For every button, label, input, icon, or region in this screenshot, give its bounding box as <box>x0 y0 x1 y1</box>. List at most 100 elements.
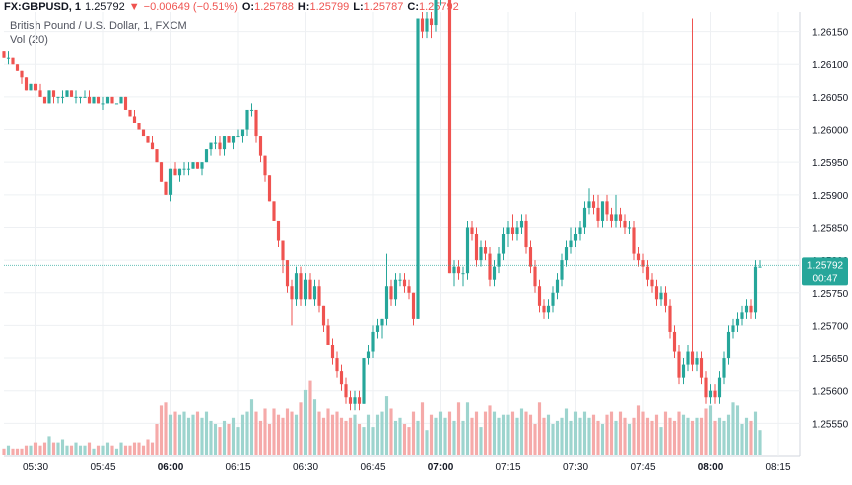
candle <box>267 175 272 202</box>
candle <box>704 377 708 398</box>
candle <box>753 266 758 313</box>
symbol-label[interactable]: FX:GBPUSD, 1 <box>4 1 82 13</box>
candle <box>677 351 681 378</box>
candle <box>461 273 465 275</box>
candle <box>506 227 510 234</box>
volume-bar <box>29 445 33 455</box>
volume-bar <box>92 448 96 455</box>
volume-bar <box>317 411 321 455</box>
candle <box>686 351 690 365</box>
candle <box>537 286 542 306</box>
volume-bar <box>285 408 290 455</box>
candle <box>114 103 119 105</box>
volume-bar <box>65 445 69 455</box>
y-tick-label: 1.26050 <box>812 93 849 104</box>
candle <box>2 51 6 58</box>
y-tick-label: 1.25750 <box>812 289 849 300</box>
candle <box>213 142 218 144</box>
candle <box>641 260 645 267</box>
volume-bar <box>605 414 609 455</box>
volume-bar <box>254 411 258 455</box>
candle <box>339 371 344 385</box>
volume-bar <box>339 417 344 455</box>
candle <box>731 325 735 332</box>
volume-bar <box>308 380 312 455</box>
candle <box>636 253 641 261</box>
volume-bar <box>2 448 6 455</box>
candle <box>569 240 573 248</box>
candle <box>425 18 429 32</box>
candle <box>672 331 677 352</box>
candle <box>533 266 537 287</box>
y-tick-label: 1.25700 <box>812 321 849 332</box>
candle <box>483 247 488 254</box>
candle <box>362 358 366 404</box>
volume-bar <box>326 408 330 455</box>
volume-bar <box>110 445 114 455</box>
volume-bar <box>708 405 713 455</box>
candle <box>87 96 92 104</box>
candle <box>600 201 605 221</box>
x-tick-label: 06:30 <box>293 462 318 473</box>
volume-bar <box>623 417 627 455</box>
volume-bar <box>735 405 740 455</box>
low-label: L: <box>353 1 364 13</box>
candle <box>690 351 695 365</box>
candle <box>384 286 389 319</box>
candle <box>645 266 650 280</box>
candle <box>33 83 38 91</box>
candle <box>105 96 110 104</box>
candle <box>708 390 713 398</box>
candle <box>137 123 141 130</box>
volume-bar <box>218 427 222 455</box>
volume-bar <box>614 420 618 455</box>
current-price-tag <box>802 257 848 286</box>
volume-bar <box>609 411 614 455</box>
instrument-legend[interactable]: British Pound / U.S. Dollar, 1, FXCM <box>10 20 187 32</box>
volume-bar <box>582 411 587 455</box>
volume-legend[interactable]: Vol (20) <box>10 34 48 46</box>
candle <box>231 136 236 143</box>
candle <box>411 292 416 319</box>
volume-bar <box>51 442 56 455</box>
volume-bar <box>465 402 470 455</box>
volume-bar <box>249 399 254 455</box>
volume-bar <box>137 442 141 455</box>
candle <box>681 364 686 378</box>
volume-bar <box>641 411 645 455</box>
volume-bar <box>119 442 123 455</box>
candle <box>186 168 191 170</box>
candle <box>510 227 515 234</box>
volume-bar <box>42 442 47 455</box>
y-tick-label: 1.25850 <box>812 223 849 234</box>
volume-bar <box>519 408 524 455</box>
volume-bar <box>749 420 753 455</box>
candle <box>312 286 317 300</box>
y-tick-label: 1.25900 <box>812 191 849 202</box>
volume-bar <box>461 420 465 455</box>
volume-bar <box>591 414 596 455</box>
volume-bar <box>443 417 447 455</box>
volume-bar <box>546 414 551 455</box>
candle <box>164 181 168 195</box>
candle <box>474 234 479 261</box>
volume-bar <box>267 424 272 455</box>
volume-bar <box>272 408 276 455</box>
candle <box>128 109 132 117</box>
volume-bar <box>69 445 74 455</box>
volume-bar <box>393 420 398 455</box>
volume-bar <box>690 420 695 455</box>
volume-bar <box>699 417 704 455</box>
candle <box>393 279 398 300</box>
candle <box>614 214 618 221</box>
volume-bar <box>686 417 690 455</box>
volume-bar <box>434 417 438 455</box>
candle <box>326 325 330 345</box>
candle <box>758 266 762 268</box>
x-tick-label: 06:45 <box>360 462 385 473</box>
volume-bar <box>578 417 582 455</box>
candle <box>749 305 753 313</box>
volume-bar <box>150 442 155 455</box>
volume-bar <box>402 424 407 455</box>
